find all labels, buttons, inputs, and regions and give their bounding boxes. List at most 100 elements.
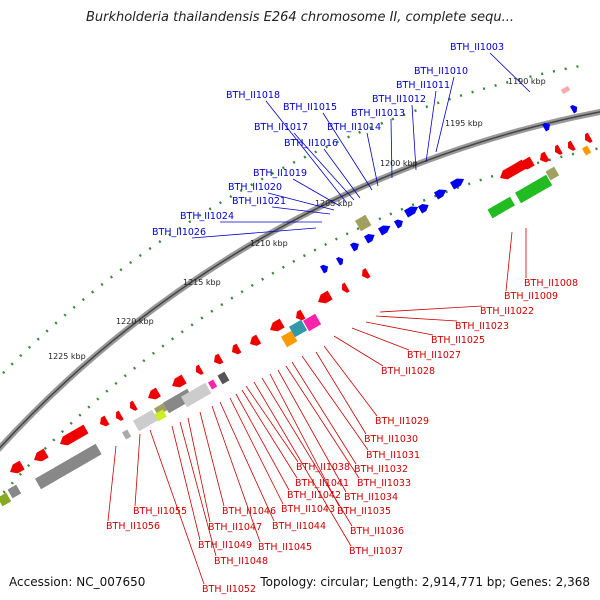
reverse-gene-arrow[interactable] [8,460,25,477]
cog-feature-box[interactable] [281,330,298,348]
lower-gene-label[interactable]: BTH_II1023 [455,321,509,332]
cog-feature-box[interactable] [560,85,571,95]
cog-feature-box[interactable] [355,214,372,232]
upper-gene-label[interactable]: BTH_II1012 [372,94,426,105]
upper-gene-label[interactable]: BTH_II1013 [351,108,405,119]
forward-gene-arrow[interactable] [418,202,431,214]
lower-gene-label[interactable]: BTH_II1038 [296,462,350,473]
lower-gene-label[interactable]: BTH_II1052 [202,584,256,595]
lower-gene-label[interactable]: BTH_II1008 [524,278,578,289]
upper-gene-label[interactable]: BTH_II1015 [283,102,337,113]
lower-gene-label[interactable]: BTH_II1043 [281,504,335,515]
reverse-gene-arrow[interactable] [583,132,593,145]
cog-feature-box[interactable] [545,166,560,181]
lower-gene-label[interactable]: BTH_II1049 [198,540,252,551]
cog-feature-box[interactable] [515,174,553,204]
upper-gene-label[interactable]: BTH_II1010 [414,66,468,77]
reverse-gene-arrow[interactable] [360,268,371,280]
cog-feature-box[interactable] [122,429,132,440]
lower-gene-label[interactable]: BTH_II1048 [214,556,268,567]
reverse-gene-arrow[interactable] [32,448,49,465]
lower-gene-label[interactable]: BTH_II1036 [350,526,404,537]
cog-feature-box[interactable] [487,196,516,219]
upper-gene-label[interactable]: BTH_II1017 [254,122,308,133]
lower-gene-label[interactable]: BTH_II1009 [504,291,558,302]
cog-feature-box[interactable] [0,492,12,507]
lower-gene-label[interactable]: BTH_II1055 [133,506,187,517]
forward-gene-arrow[interactable] [450,176,466,190]
upper-gene-label[interactable]: BTH_II1018 [226,90,280,101]
lower-gene-leader-line [171,425,201,541]
reverse-gene-arrow[interactable] [538,151,550,165]
reverse-gene-arrow[interactable] [340,282,350,295]
forward-gene-arrow[interactable] [542,121,552,132]
forward-gene-arrow[interactable] [570,104,579,114]
upper-gene-label[interactable]: BTH_II1011 [396,80,450,91]
cog-feature-box[interactable] [217,371,230,385]
forward-gene-arrow[interactable] [320,263,330,274]
cog-feature-box[interactable] [208,379,218,390]
scale-tick-label: 1210 kbp [250,239,288,248]
reverse-gene-arrow[interactable] [128,400,138,413]
reverse-gene-arrow[interactable] [194,364,204,377]
cog-feature-box[interactable] [181,382,212,408]
forward-gene-arrow[interactable] [350,241,361,252]
reverse-gene-arrow[interactable] [170,374,187,391]
reverse-gene-arrow[interactable] [294,309,306,323]
upper-gene-label[interactable]: BTH_II1019 [253,168,307,179]
reverse-gene-arrow[interactable] [518,156,535,173]
lower-gene-label[interactable]: BTH_II1035 [337,506,391,517]
cog-feature-box[interactable] [303,313,322,332]
lower-gene-label[interactable]: BTH_II1042 [287,490,341,501]
forward-gene-arrow[interactable] [336,256,345,266]
upper-gene-label[interactable]: BTH_II1024 [180,211,234,222]
forward-gene-arrow[interactable] [378,223,392,236]
lower-gene-leader-line [277,369,347,493]
forward-gene-arrow[interactable] [364,232,377,244]
reverse-gene-arrow[interactable] [98,415,110,429]
cog-feature-box[interactable] [582,145,592,156]
lower-gene-label[interactable]: BTH_II1056 [106,521,160,532]
cog-feature-box[interactable] [7,484,22,499]
forward-gene-arrow[interactable] [404,204,420,218]
lower-gene-label[interactable]: BTH_II1045 [258,542,312,553]
upper-gene-label[interactable]: BTH_II1003 [450,42,504,53]
lower-gene-label[interactable]: BTH_II1028 [381,366,435,377]
reverse-gene-arrow[interactable] [212,353,224,367]
lower-gene-label[interactable]: BTH_II1029 [375,416,429,427]
reverse-gene-arrow[interactable] [268,318,285,335]
lower-gene-label[interactable]: BTH_II1025 [431,335,485,346]
upper-gene-label[interactable]: BTH_II1026 [152,227,206,238]
cog-feature-box[interactable] [154,409,167,422]
lower-gene-label[interactable]: BTH_II1033 [357,478,411,489]
upper-gene-label[interactable]: BTH_II1016 [284,138,338,149]
reverse-gene-arrow[interactable] [58,424,89,449]
lower-gene-label[interactable]: BTH_II1047 [208,522,262,533]
lower-gene-label[interactable]: BTH_II1032 [354,464,408,475]
reverse-gene-arrow[interactable] [230,343,242,357]
reverse-gene-arrow[interactable] [114,410,124,423]
lower-gene-label[interactable]: BTH_II1031 [366,450,420,461]
reverse-gene-arrow[interactable] [316,290,333,307]
reverse-gene-arrow[interactable] [498,159,527,183]
upper-gene-label[interactable]: BTH_II1020 [228,182,282,193]
forward-gene-arrow[interactable] [434,187,448,200]
lower-gene-label[interactable]: BTH_II1034 [344,492,398,503]
forward-gene-arrow[interactable] [394,218,405,229]
upper-gene-label[interactable]: BTH_II1021 [232,196,286,207]
lower-gene-label[interactable]: BTH_II1044 [272,521,326,532]
reverse-gene-arrow[interactable] [553,144,563,157]
reverse-gene-arrow[interactable] [146,387,161,403]
cog-feature-box[interactable] [35,443,102,490]
lower-gene-label[interactable]: BTH_II1027 [407,350,461,361]
lower-gene-label[interactable]: BTH_II1022 [480,306,534,317]
lower-gene-label[interactable]: BTH_II1030 [364,434,418,445]
lower-gene-label[interactable]: BTH_II1037 [349,546,403,557]
reverse-gene-arrow[interactable] [248,334,262,349]
cog-feature-box[interactable] [133,409,159,432]
cog-feature-box[interactable] [289,319,308,338]
lower-gene-label[interactable]: BTH_II1046 [222,506,276,517]
upper-gene-label[interactable]: BTH_II1014 [327,122,381,133]
lower-gene-label[interactable]: BTH_II1041 [295,478,349,489]
reverse-gene-arrow[interactable] [566,140,576,153]
